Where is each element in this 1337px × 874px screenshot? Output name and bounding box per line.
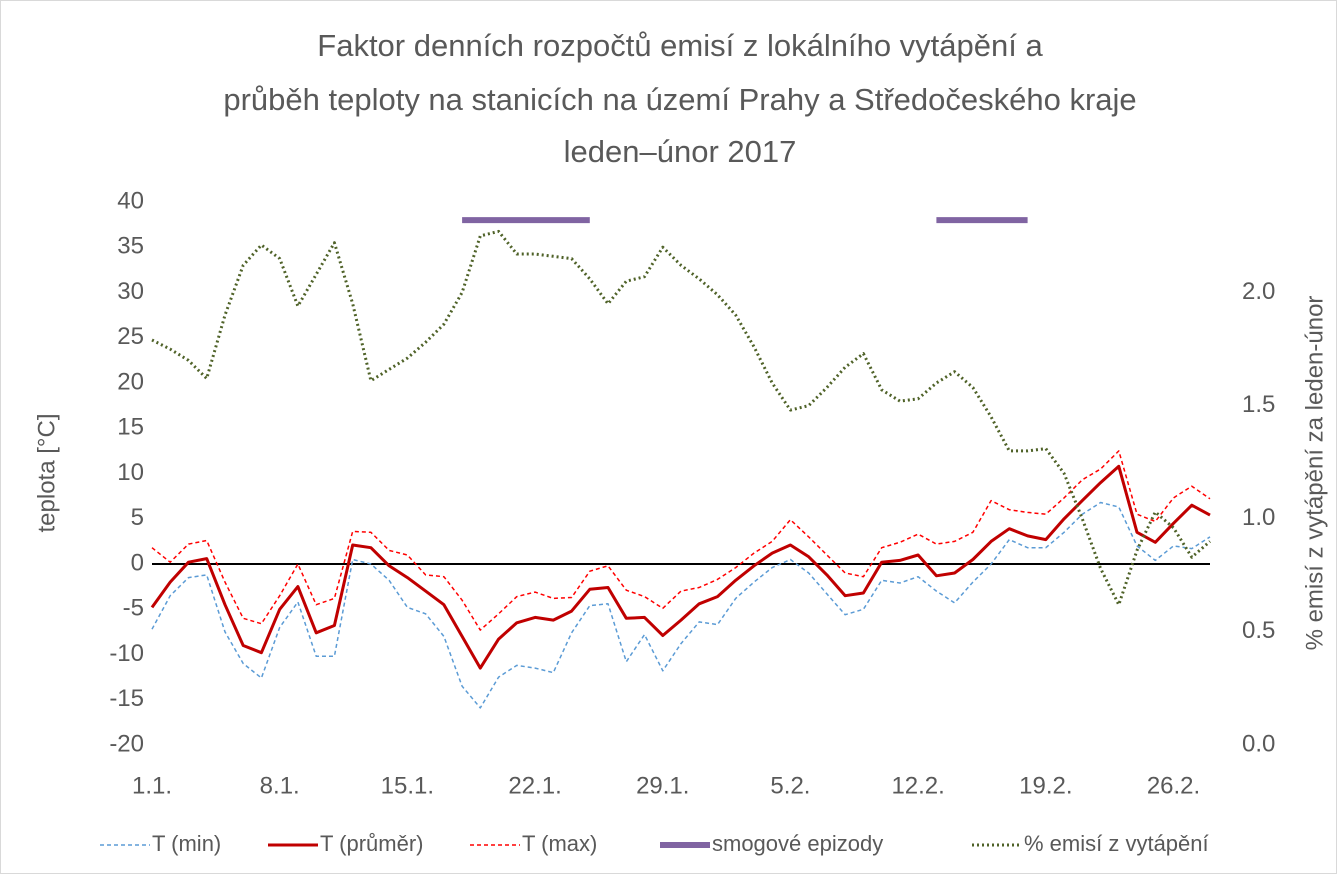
- y-tick-label: -15: [109, 685, 144, 712]
- legend-label: T (min): [152, 831, 221, 856]
- x-tick-label: 1.1.: [132, 772, 172, 799]
- y-tick-label: 25: [117, 323, 144, 350]
- legend-label: % emisí z vytápění: [1024, 831, 1209, 856]
- x-tick-label: 8.1.: [260, 772, 300, 799]
- x-tick-label: 26.2.: [1147, 772, 1200, 799]
- y-tick-label: -20: [109, 730, 144, 757]
- x-tick-label: 12.2.: [891, 772, 944, 799]
- y2-tick-label: 1.5: [1242, 391, 1275, 418]
- y2-axis-label: % emisí z vytápění za leden-únor: [1301, 296, 1328, 651]
- y-tick-label: 10: [117, 459, 144, 486]
- legend-label: T (max): [522, 831, 597, 856]
- chart-title: průběh teploty na stanicích na území Pra…: [223, 82, 1136, 117]
- chart-title: leden–únor 2017: [564, 134, 797, 169]
- y-axis-label: teplota [°C]: [33, 414, 60, 533]
- x-tick-label: 5.2.: [770, 772, 810, 799]
- y-tick-label: 15: [117, 414, 144, 441]
- x-tick-label: 22.1.: [508, 772, 561, 799]
- chart-title: Faktor denních rozpočtů emisí z lokálníh…: [317, 28, 1043, 63]
- y-tick-label: 35: [117, 233, 144, 260]
- y2-tick-label: 0.5: [1242, 617, 1275, 644]
- y2-tick-label: 0.0: [1242, 730, 1275, 757]
- y-tick-label: 40: [117, 187, 144, 214]
- y-tick-label: 30: [117, 278, 144, 305]
- y2-tick-label: 2.0: [1242, 278, 1275, 305]
- y-tick-label: -10: [109, 640, 144, 667]
- x-tick-label: 15.1.: [381, 772, 434, 799]
- legend-label: T (průměr): [320, 831, 424, 856]
- series-line: [151, 501, 1211, 709]
- y-tick-label: 0: [131, 549, 144, 576]
- y2-tick-label: 1.0: [1242, 504, 1275, 531]
- legend-label: smogové epizody: [712, 831, 883, 856]
- x-tick-label: 29.1.: [636, 772, 689, 799]
- y-tick-label: 20: [117, 368, 144, 395]
- series-line: [150, 464, 1211, 670]
- y-tick-label: -5: [123, 595, 144, 622]
- series-line: [151, 229, 1211, 607]
- y-tick-label: 5: [131, 504, 144, 531]
- x-tick-label: 19.2.: [1019, 772, 1072, 799]
